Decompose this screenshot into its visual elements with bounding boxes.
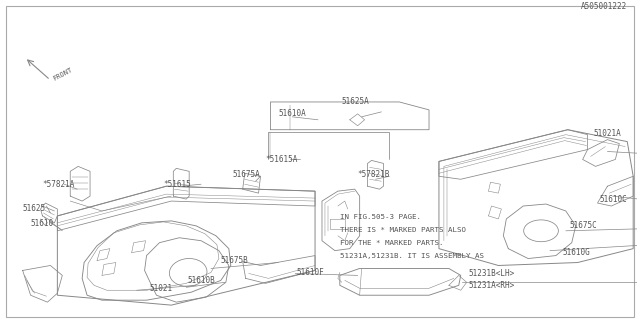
Text: 51610A: 51610A (278, 109, 306, 118)
Text: *51615: *51615 (163, 180, 191, 189)
Text: FOR THE * MARKED PARTS.: FOR THE * MARKED PARTS. (340, 240, 444, 246)
Text: 51231A<RH>: 51231A<RH> (468, 281, 515, 290)
Text: 51675B: 51675B (221, 256, 248, 265)
Text: *57821A: *57821A (42, 180, 75, 189)
Text: 51625A: 51625A (342, 98, 369, 107)
Text: 51610F: 51610F (296, 268, 324, 277)
Text: 51021A: 51021A (593, 129, 621, 138)
Text: 51675C: 51675C (570, 221, 598, 230)
Text: 51021: 51021 (150, 284, 173, 293)
Text: *51615A: *51615A (266, 155, 298, 164)
Text: *57821B: *57821B (358, 170, 390, 179)
Text: THERE IS * MARKED PARTS ALSO: THERE IS * MARKED PARTS ALSO (340, 227, 466, 233)
Text: A505001222: A505001222 (581, 2, 627, 11)
Text: FRONT: FRONT (52, 67, 74, 82)
Text: 51610B: 51610B (187, 276, 215, 285)
Text: 51231A,51231B. IT IS ASSEMBLY AS: 51231A,51231B. IT IS ASSEMBLY AS (340, 252, 484, 259)
Text: 51675A: 51675A (233, 170, 260, 179)
Text: 51610: 51610 (31, 220, 54, 228)
Text: IN FIG.505-3 PAGE.: IN FIG.505-3 PAGE. (340, 214, 421, 220)
Text: 51610C: 51610C (600, 195, 627, 204)
Text: 51610G: 51610G (563, 248, 591, 257)
Text: 51231B<LH>: 51231B<LH> (468, 269, 515, 278)
Text: 51625: 51625 (22, 204, 46, 212)
